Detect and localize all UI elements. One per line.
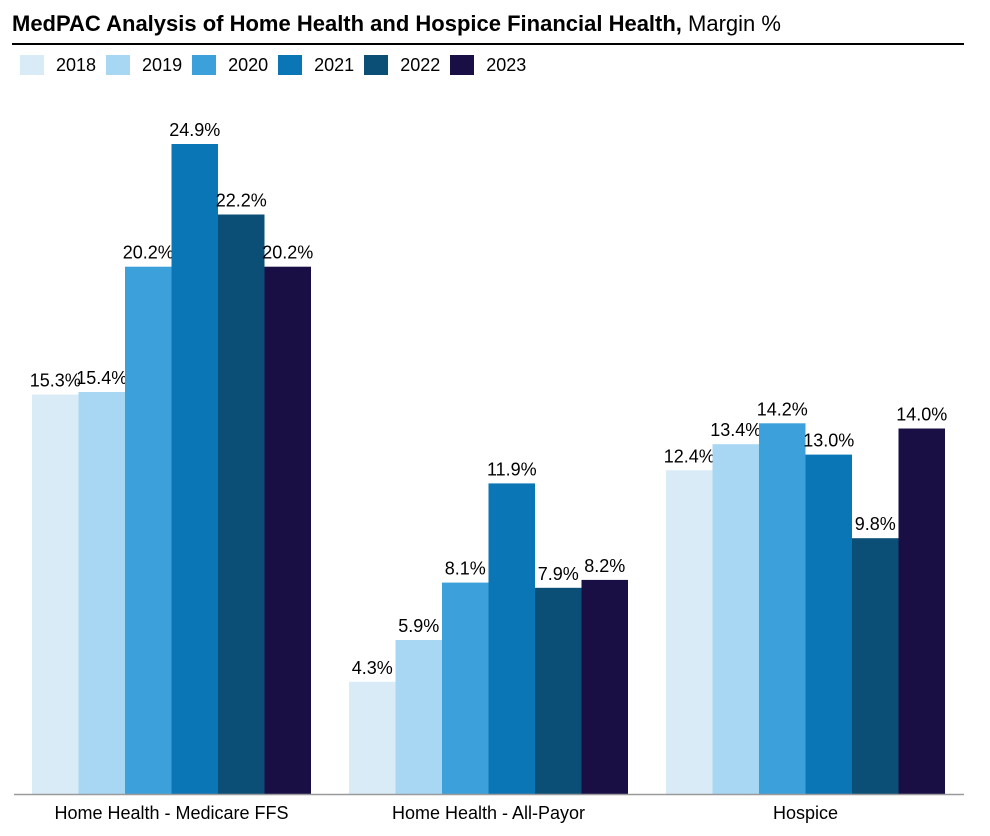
x-tick-label: Hospice: [773, 803, 838, 823]
legend-item-2018: 2018: [20, 55, 96, 75]
legend-swatch: [364, 55, 389, 75]
data-label: 22.2%: [216, 191, 267, 211]
legend-swatch: [278, 55, 303, 75]
bar-2019: [395, 640, 442, 794]
bar-2022: [218, 214, 265, 794]
bar-2018: [666, 470, 713, 794]
legend-label: 2022: [400, 55, 441, 75]
chart-title-unit: Margin %: [681, 11, 781, 36]
data-label: 9.8%: [855, 514, 896, 534]
x-tick-label: Home Health - Medicare FFS: [54, 803, 288, 823]
legend-item-2020: 2020: [192, 55, 268, 75]
data-label: 15.4%: [76, 368, 127, 388]
legend-item-2019: 2019: [106, 55, 182, 75]
bar-2019: [712, 444, 759, 794]
bar-2023: [264, 266, 311, 794]
legend-swatch: [192, 55, 217, 75]
legend-swatch: [450, 55, 475, 75]
data-label: 13.4%: [710, 420, 761, 440]
data-label: 24.9%: [169, 120, 220, 140]
legend-label: 2018: [56, 55, 97, 75]
data-label: 4.3%: [352, 658, 393, 678]
title-divider: [12, 43, 964, 45]
bar-group: 4.3% 5.9% 8.1% 11.9% 7.9% 8.2%: [349, 459, 628, 794]
data-label: 15.3%: [30, 371, 81, 391]
bar-2022: [535, 587, 582, 794]
legend-item-2022: 2022: [364, 55, 440, 75]
legend-label: 2021: [314, 55, 355, 75]
data-label: 20.2%: [123, 243, 174, 263]
data-label: 8.2%: [584, 556, 625, 576]
data-label: 14.0%: [896, 405, 947, 425]
bar-2019: [78, 392, 125, 794]
legend-swatch: [106, 55, 131, 75]
legend-swatch: [20, 55, 44, 75]
bar-2020: [759, 423, 806, 794]
bar-2021: [805, 454, 852, 794]
bar-2018: [32, 394, 79, 794]
legend-item-2023: 2023: [450, 55, 526, 75]
data-label: 20.2%: [262, 243, 313, 263]
legend-label: 2023: [486, 55, 527, 75]
legend-label: 2020: [228, 55, 269, 75]
legend-item-2021: 2021: [278, 55, 354, 75]
data-label: 12.4%: [664, 446, 715, 466]
data-label: 13.0%: [803, 431, 854, 451]
bar-2023: [581, 579, 628, 794]
bar-group: 15.3%15.4% 20.2% 24.9% 22.2% 20.2%: [30, 120, 313, 794]
data-label: 11.9%: [487, 459, 537, 479]
chart-title-main: MedPAC Analysis of Home Health and Hospi…: [12, 11, 682, 36]
data-label: 5.9%: [398, 616, 439, 636]
data-label: 8.1%: [445, 559, 486, 579]
chart-legend: 2018 2019 2020 2021 2022 2023: [20, 53, 536, 77]
chart-title: MedPAC Analysis of Home Health and Hospi…: [12, 10, 962, 38]
bar-group: 12.4% 13.4%14.2% 13.0% 9.8% 14.0%: [664, 399, 947, 794]
bar-2020: [125, 266, 172, 794]
bar-2021: [488, 483, 535, 794]
data-label: 14.2%: [757, 399, 808, 419]
bar-2023: [898, 428, 945, 794]
bar-2022: [852, 538, 899, 794]
data-label: 7.9%: [538, 564, 579, 584]
x-tick-label: Home Health - All-Payor: [392, 803, 585, 823]
bar-2021: [171, 144, 218, 794]
legend-label: 2019: [142, 55, 183, 75]
bar-2020: [442, 582, 489, 794]
bar-2018: [349, 681, 396, 794]
